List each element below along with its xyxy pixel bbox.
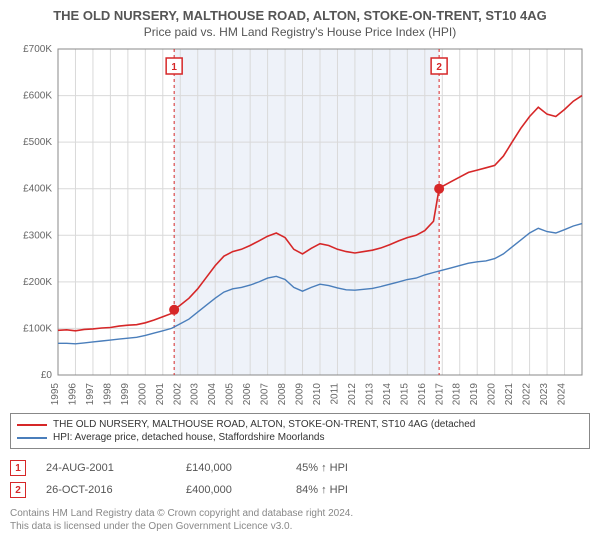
y-tick-label: £600K (23, 91, 52, 102)
chart-container: THE OLD NURSERY, MALTHOUSE ROAD, ALTON, … (0, 0, 600, 560)
sale-marker (434, 184, 444, 194)
y-tick-label: £300K (23, 230, 52, 241)
legend-row: HPI: Average price, detached house, Staf… (17, 431, 583, 444)
legend-color-swatch (17, 424, 47, 426)
x-tick-label: 2001 (155, 383, 166, 405)
legend-box: THE OLD NURSERY, MALTHOUSE ROAD, ALTON, … (10, 413, 590, 449)
x-tick-label: 2012 (347, 383, 358, 405)
x-tick-label: 2018 (452, 383, 463, 405)
x-tick-label: 2019 (469, 383, 480, 405)
sale-marker (169, 305, 179, 315)
annotation-price: £400,000 (186, 484, 276, 496)
y-tick-label: £0 (41, 370, 53, 381)
annotation-row: 1 24-AUG-2001 £140,000 45% ↑ HPI (10, 457, 590, 479)
annotation-badge: 2 (10, 482, 26, 498)
x-tick-label: 2013 (364, 383, 375, 405)
x-tick-label: 2014 (382, 383, 393, 405)
legend-label: THE OLD NURSERY, MALTHOUSE ROAD, ALTON, … (53, 419, 475, 430)
x-tick-label: 2011 (329, 383, 340, 405)
annotation-badge: 1 (10, 460, 26, 476)
y-tick-label: £700K (23, 45, 52, 55)
x-tick-label: 2006 (242, 383, 253, 405)
x-tick-label: 2003 (190, 383, 201, 405)
annotation-date: 24-AUG-2001 (46, 462, 166, 474)
annotation-hpi: 45% ↑ HPI (296, 462, 386, 474)
y-tick-label: £100K (23, 323, 52, 334)
legend-row: THE OLD NURSERY, MALTHOUSE ROAD, ALTON, … (17, 418, 583, 431)
shaded-band (174, 49, 439, 375)
x-tick-label: 2002 (172, 383, 183, 405)
chart-subtitle: Price paid vs. HM Land Registry's House … (10, 25, 590, 39)
y-tick-label: £200K (23, 277, 52, 288)
x-tick-label: 2009 (295, 383, 306, 405)
y-tick-label: £500K (23, 137, 52, 148)
x-tick-label: 2020 (487, 383, 498, 405)
x-tick-label: 2024 (557, 383, 568, 405)
chart-title: THE OLD NURSERY, MALTHOUSE ROAD, ALTON, … (10, 8, 590, 23)
x-tick-label: 1995 (50, 383, 61, 405)
legend-color-swatch (17, 437, 47, 439)
annotation-date: 26-OCT-2016 (46, 484, 166, 496)
x-tick-label: 2008 (277, 383, 288, 405)
line-chart-svg: £0 £100K £200K £300K £400K £500K £600K £700K 199… (10, 45, 590, 405)
marker-badge-text: 1 (171, 62, 177, 73)
footer-line2: This data is licensed under the Open Gov… (10, 520, 590, 533)
x-tick-label: 1997 (85, 383, 96, 405)
x-tick-label: 2004 (207, 383, 218, 405)
footer-attribution: Contains HM Land Registry data © Crown c… (10, 507, 590, 533)
x-tick-label: 2017 (434, 383, 445, 405)
annotation-price: £140,000 (186, 462, 276, 474)
x-tick-label: 2010 (312, 383, 323, 405)
x-tick-label: 2023 (539, 383, 550, 405)
x-tick-label: 2016 (417, 383, 428, 405)
footer-line1: Contains HM Land Registry data © Crown c… (10, 507, 590, 520)
x-tick-label: 2022 (522, 383, 533, 405)
x-tick-label: 2007 (260, 383, 271, 405)
annotation-row: 2 26-OCT-2016 £400,000 84% ↑ HPI (10, 479, 590, 501)
x-tick-label: 2005 (225, 383, 236, 405)
annotation-table: 1 24-AUG-2001 £140,000 45% ↑ HPI 2 26-OCT-201… (10, 457, 590, 501)
x-tick-label: 1996 (67, 383, 78, 405)
x-tick-label: 1999 (120, 383, 131, 405)
y-tick-label: £400K (23, 184, 52, 195)
x-tick-label: 2015 (399, 383, 410, 405)
legend-label: HPI: Average price, detached house, Staf… (53, 432, 324, 443)
x-tick-label: 2000 (137, 383, 148, 405)
annotation-hpi: 84% ↑ HPI (296, 484, 386, 496)
x-tick-label: 2021 (504, 383, 515, 405)
chart-area: £0 £100K £200K £300K £400K £500K £600K £700K 199… (10, 45, 590, 405)
marker-badge-text: 2 (436, 62, 442, 73)
x-tick-label: 1998 (102, 383, 113, 405)
